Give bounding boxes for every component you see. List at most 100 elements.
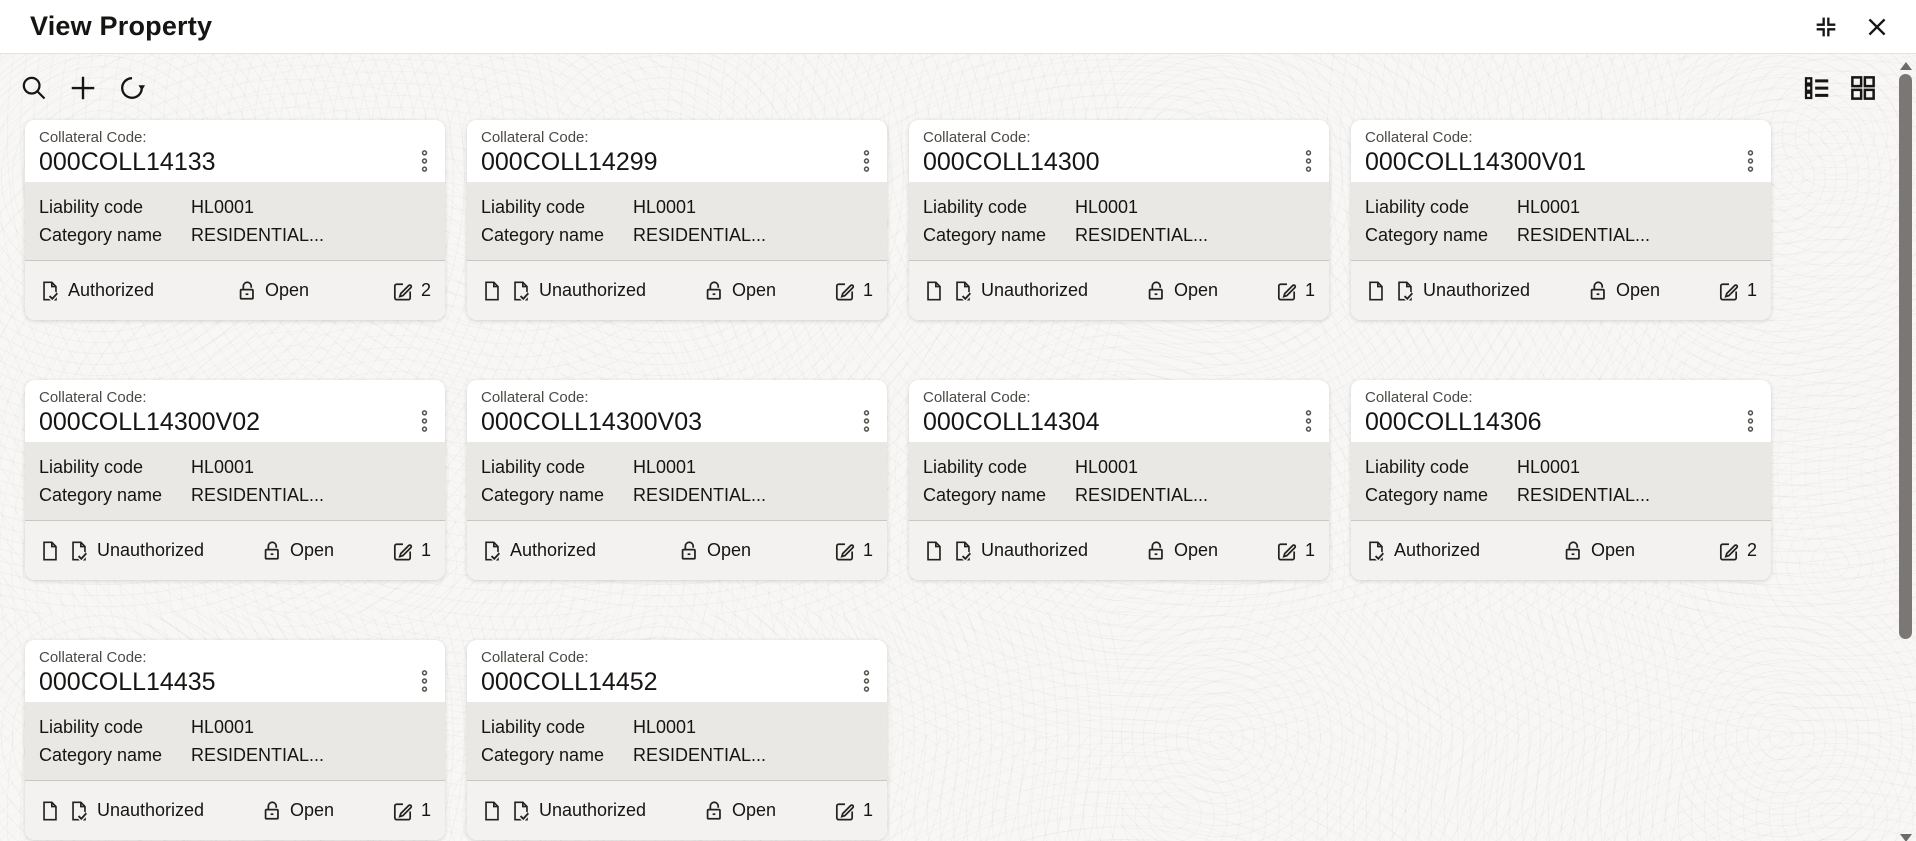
- card-menu-icon[interactable]: [855, 406, 877, 436]
- card-details: Liability code HL0001 Category name RESI…: [25, 182, 445, 260]
- edit-icon: [1277, 282, 1297, 300]
- card-header: Collateral Code: 000COLL14300V03: [467, 380, 887, 442]
- collateral-code-value: 000COLL14435: [39, 668, 216, 696]
- document-check-icon: [1398, 280, 1415, 302]
- record-status-text: Open: [290, 540, 335, 560]
- liability-code-value: HL0001: [191, 717, 255, 737]
- modification-count: 1: [833, 279, 873, 303]
- authorization-status-text: Unauthorized: [1423, 280, 1531, 300]
- card-header: Collateral Code: 000COLL14435: [25, 640, 445, 702]
- lock-open-icon: [1148, 540, 1163, 560]
- refresh-icon[interactable]: [118, 74, 146, 102]
- card-details: Liability code HL0001 Category name RESI…: [909, 442, 1329, 520]
- record-status-text: Open: [1174, 540, 1219, 560]
- category-name-label: Category name: [481, 745, 605, 765]
- search-icon[interactable]: [20, 74, 48, 102]
- document-check-icon: [956, 540, 973, 562]
- collateral-card[interactable]: Collateral Code: 000COLL14133 Liability …: [25, 120, 445, 320]
- card-status-bar: Unauthorized Open 1: [467, 260, 887, 320]
- collateral-card[interactable]: Collateral Code: 000COLL14300V01 Liabili…: [1351, 120, 1771, 320]
- liability-code-value: HL0001: [633, 457, 697, 477]
- card-menu-icon[interactable]: [413, 146, 435, 176]
- collateral-code-label: Collateral Code:: [1365, 129, 1473, 146]
- document-check-icon: [43, 280, 60, 302]
- document-icon: [485, 280, 499, 301]
- grid-view-icon[interactable]: [1848, 73, 1878, 103]
- lock-open-icon: [264, 540, 279, 560]
- record-status-text: Open: [265, 280, 310, 300]
- record-status-text: Open: [732, 800, 777, 820]
- record-status-text: Open: [1174, 280, 1219, 300]
- authorization-status: Authorized: [39, 279, 154, 303]
- collateral-code-label: Collateral Code:: [39, 649, 147, 666]
- collapse-icon[interactable]: [1812, 13, 1840, 41]
- authorization-status-text: Authorized: [510, 540, 597, 560]
- authorization-status-text: Unauthorized: [539, 280, 647, 300]
- collateral-card[interactable]: Collateral Code: 000COLL14435 Liability …: [25, 640, 445, 840]
- card-header: Collateral Code: 000COLL14133: [25, 120, 445, 182]
- authorization-status: Unauthorized: [39, 799, 204, 823]
- card-menu-icon[interactable]: [855, 666, 877, 696]
- card-menu-icon[interactable]: [1739, 406, 1761, 436]
- liability-code-value: HL0001: [1517, 197, 1581, 217]
- modification-count-value: 1: [862, 280, 873, 300]
- authorization-status: Unauthorized: [481, 799, 646, 823]
- document-check-icon: [956, 280, 973, 302]
- collateral-card[interactable]: Collateral Code: 000COLL14300V02 Liabili…: [25, 380, 445, 580]
- category-name-label: Category name: [1365, 485, 1489, 505]
- record-status: Open: [1587, 279, 1660, 303]
- card-header: Collateral Code: 000COLL14304: [909, 380, 1329, 442]
- authorization-status-text: Unauthorized: [981, 280, 1089, 300]
- toolbar: [0, 54, 1916, 106]
- collateral-card[interactable]: Collateral Code: 000COLL14304 Liability …: [909, 380, 1329, 580]
- collateral-card[interactable]: Collateral Code: 000COLL14300V03 Liabili…: [467, 380, 887, 580]
- collateral-card[interactable]: Collateral Code: 000COLL14306 Liability …: [1351, 380, 1771, 580]
- scroll-up-arrow[interactable]: [1900, 62, 1912, 70]
- modification-count-value: 1: [420, 540, 431, 560]
- collateral-card[interactable]: Collateral Code: 000COLL14452 Liability …: [467, 640, 887, 840]
- card-menu-icon[interactable]: [1297, 146, 1319, 176]
- collateral-card[interactable]: Collateral Code: 000COLL14300 Liability …: [909, 120, 1329, 320]
- lock-open-icon: [1590, 280, 1605, 300]
- window-controls: [1812, 13, 1890, 41]
- edit-icon: [393, 282, 413, 300]
- category-name-label: Category name: [481, 225, 605, 245]
- collateral-code-value: 000COLL14300V02: [39, 408, 261, 436]
- edit-icon: [835, 282, 855, 300]
- liability-code-label: Liability code: [923, 197, 1028, 217]
- authorization-status-text: Unauthorized: [97, 540, 205, 560]
- liability-code-label: Liability code: [481, 457, 586, 477]
- view-toggles: [1802, 73, 1878, 103]
- card-status-bar: Unauthorized Open 1: [25, 520, 445, 580]
- modification-count-value: 1: [1304, 280, 1315, 300]
- scrollbar-thumb[interactable]: [1899, 74, 1912, 639]
- modification-count: 1: [1275, 539, 1315, 563]
- edit-icon: [835, 802, 855, 820]
- add-icon[interactable]: [68, 73, 98, 103]
- card-status-bar: Unauthorized Open 1: [1351, 260, 1771, 320]
- card-menu-icon[interactable]: [855, 146, 877, 176]
- liability-code-label: Liability code: [481, 197, 586, 217]
- card-details: Liability code HL0001 Category name RESI…: [467, 702, 887, 780]
- record-status-text: Open: [732, 280, 777, 300]
- list-view-icon[interactable]: [1802, 73, 1832, 103]
- modification-count-value: 1: [862, 800, 873, 820]
- card-menu-icon[interactable]: [413, 406, 435, 436]
- collateral-code-value: 000COLL14299: [481, 148, 658, 176]
- close-icon[interactable]: [1864, 14, 1890, 40]
- liability-code-label: Liability code: [1365, 457, 1470, 477]
- liability-code-value: HL0001: [633, 717, 697, 737]
- card-details: Liability code HL0001 Category name RESI…: [467, 182, 887, 260]
- card-menu-icon[interactable]: [413, 666, 435, 696]
- authorization-status: Authorized: [481, 539, 596, 563]
- scroll-down-arrow[interactable]: [1900, 834, 1912, 841]
- edit-icon: [1719, 542, 1739, 560]
- card-menu-icon[interactable]: [1739, 146, 1761, 176]
- category-name-value: RESIDENTIAL...: [1075, 485, 1209, 505]
- collateral-card[interactable]: Collateral Code: 000COLL14299 Liability …: [467, 120, 887, 320]
- liability-code-value: HL0001: [1517, 457, 1581, 477]
- record-status: Open: [236, 279, 309, 303]
- edit-icon: [393, 802, 413, 820]
- record-status-text: Open: [290, 800, 335, 820]
- card-menu-icon[interactable]: [1297, 406, 1319, 436]
